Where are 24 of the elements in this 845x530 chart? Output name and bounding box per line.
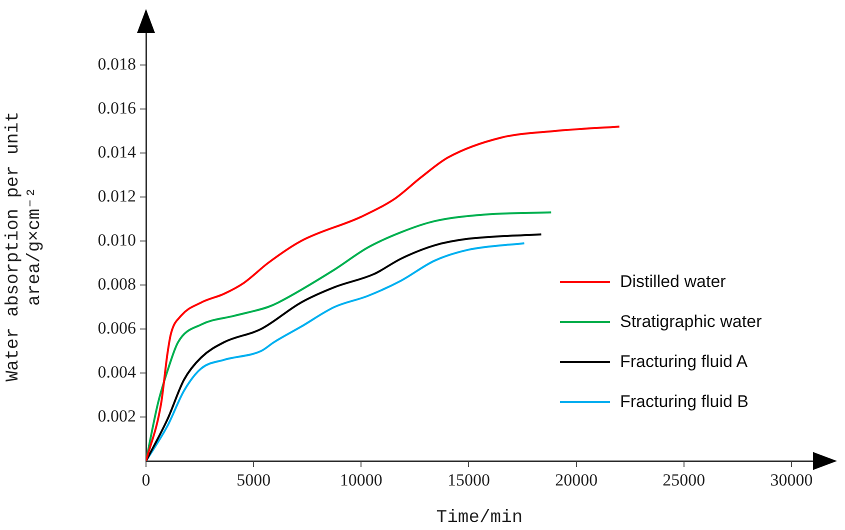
y-tick-label: 0.006 xyxy=(98,318,136,338)
y-tick-label: 0.018 xyxy=(98,54,136,74)
x-tick-label: 25000 xyxy=(662,470,706,490)
x-tick-label: 5000 xyxy=(236,470,271,490)
x-tick-label: 30000 xyxy=(770,470,813,490)
x-tick-label: 15000 xyxy=(447,470,490,490)
x-tick-label: 10000 xyxy=(340,470,382,490)
x-axis-title: Time/min xyxy=(436,508,523,528)
y-tick-label: 0.010 xyxy=(98,230,136,250)
legend-label: Stratigraphic water xyxy=(620,312,762,332)
x-tick-label: 0 xyxy=(142,470,150,490)
legend-label: Fracturing fluid A xyxy=(620,352,748,372)
y-tick-label: 0.014 xyxy=(98,142,136,162)
line-series xyxy=(146,126,620,461)
y-tick-label: 0.002 xyxy=(98,406,136,426)
y-tick-label: 0.016 xyxy=(98,98,136,118)
x-tick-label: 20000 xyxy=(555,470,598,490)
y-tick-label: 0.012 xyxy=(98,186,136,206)
legend-label: Distilled water xyxy=(620,272,726,292)
text: Water absorption per unit xyxy=(4,111,24,382)
y-tick-label: 0.004 xyxy=(98,362,136,382)
legend-label: Fracturing fluid B xyxy=(620,392,748,412)
text: area/g×cm⁻² xyxy=(25,187,46,306)
y-tick-label: 0.008 xyxy=(98,274,136,294)
